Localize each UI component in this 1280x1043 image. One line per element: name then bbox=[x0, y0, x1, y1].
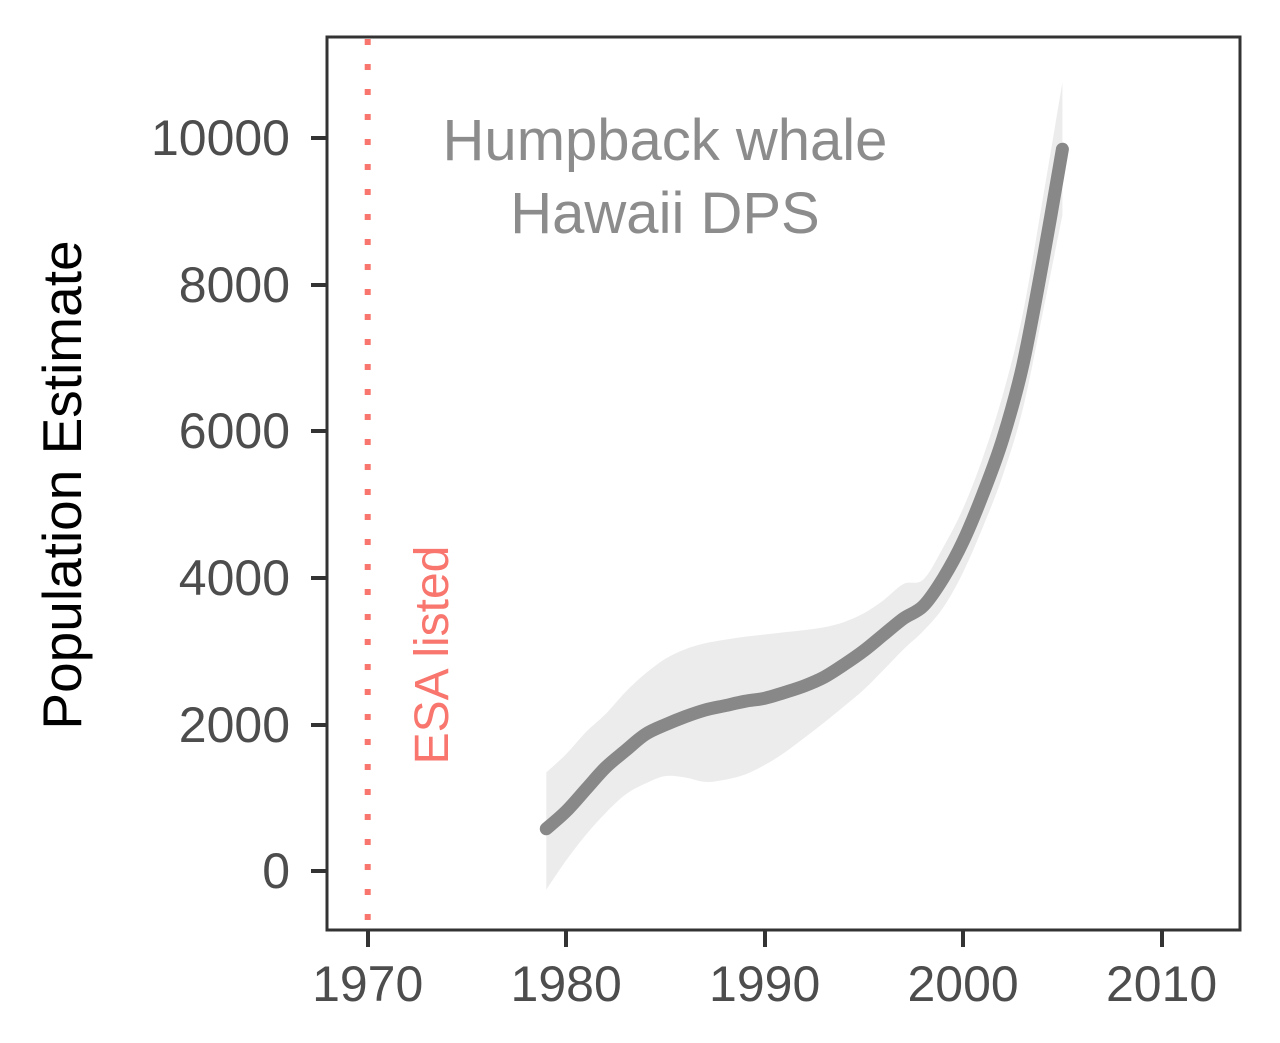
chart-title-line2: Hawaii DPS bbox=[510, 181, 820, 246]
y-axis-tick-mark bbox=[311, 576, 327, 581]
x-axis-tick-mark bbox=[1159, 930, 1164, 947]
esa-listed-label: ESA listed bbox=[406, 545, 459, 765]
panel-border bbox=[325, 35, 1242, 932]
chart-title-line1: Humpback whale bbox=[442, 108, 888, 173]
y-axis-tick-label: 2000 bbox=[178, 696, 290, 753]
y-axis-tick-mark bbox=[311, 136, 327, 141]
y-axis-tick-mark bbox=[311, 282, 327, 287]
x-axis-tick-mark bbox=[762, 930, 767, 947]
y-axis-tick-label: 10000 bbox=[150, 110, 290, 167]
confidence-band bbox=[546, 82, 1063, 890]
y-axis-title: Population Estimate bbox=[31, 240, 93, 730]
chart-title-annotation: Humpback whale Hawaii DPS bbox=[365, 104, 965, 250]
y-axis-tick-mark bbox=[311, 722, 327, 727]
x-axis-tick-mark bbox=[961, 930, 966, 947]
x-axis-tick-label: 2010 bbox=[1105, 956, 1218, 1012]
y-axis-tick-label: 0 bbox=[262, 843, 290, 900]
x-axis-tick-label: 1970 bbox=[312, 956, 424, 1012]
x-axis-tick-label: 2000 bbox=[907, 956, 1019, 1012]
x-axis-tick-label: 1980 bbox=[510, 956, 622, 1012]
population-trend-line bbox=[539, 142, 1069, 836]
x-axis-tick-label: 1990 bbox=[709, 956, 821, 1012]
y-axis-tick-label: 8000 bbox=[178, 256, 290, 313]
x-axis-tick-mark bbox=[564, 930, 569, 947]
x-axis-tick-mark bbox=[365, 930, 370, 947]
y-axis-tick-label: 6000 bbox=[178, 403, 290, 460]
y-axis-tick-mark bbox=[311, 869, 327, 874]
y-axis-tick-label: 4000 bbox=[178, 550, 290, 607]
plot-panel bbox=[325, 35, 1242, 932]
y-axis-tick-mark bbox=[311, 429, 327, 434]
